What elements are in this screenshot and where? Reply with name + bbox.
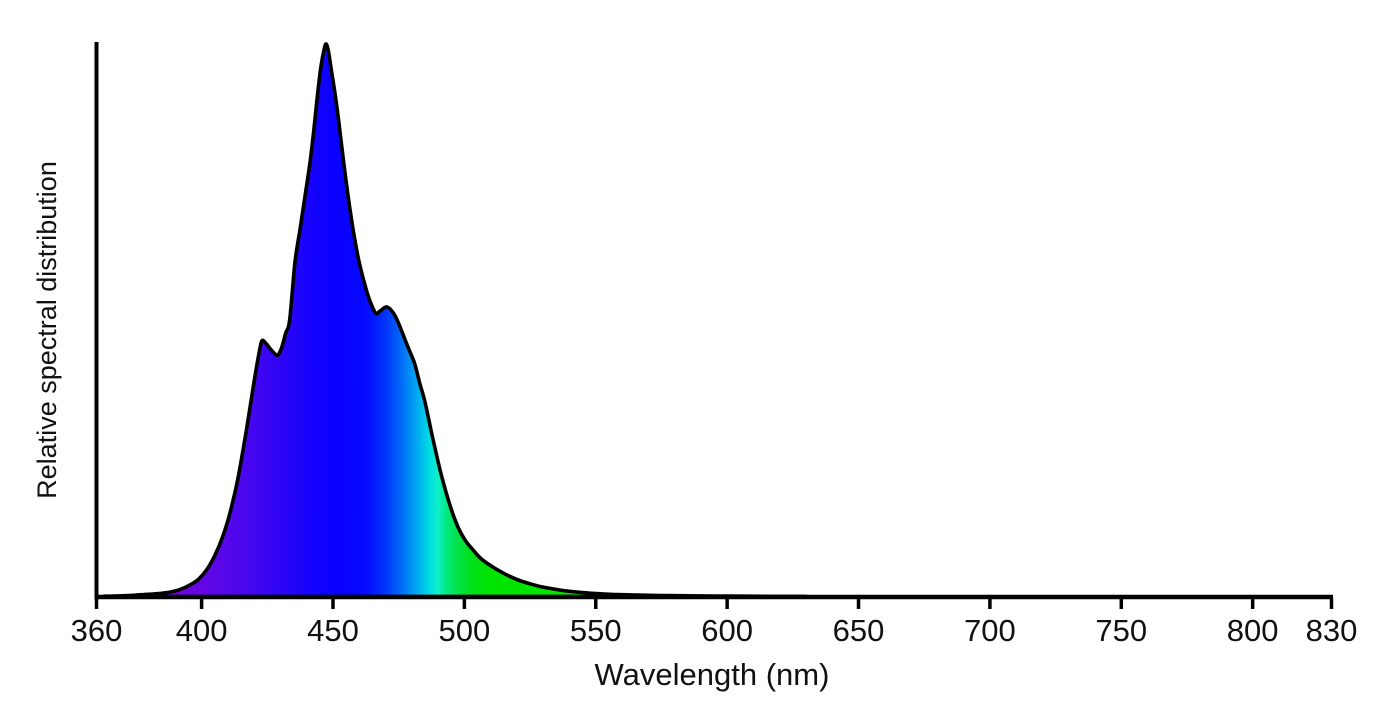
x-tick-label: 400 bbox=[176, 613, 228, 648]
y-axis-title: Relative spectral distribution bbox=[32, 161, 62, 499]
x-tick-label: 600 bbox=[701, 613, 753, 648]
spectrum-curve-area bbox=[102, 42, 808, 599]
x-axis-tick-labels: 360 400 450 500 550 600 650 700 750 800 830 bbox=[71, 613, 1358, 648]
x-tick-label: 360 bbox=[71, 613, 123, 648]
x-tick-label: 650 bbox=[833, 613, 885, 648]
x-axis-ticks bbox=[94, 598, 1334, 609]
x-tick-label: 700 bbox=[964, 613, 1016, 648]
x-tick-label: 450 bbox=[307, 613, 359, 648]
x-tick-label: 750 bbox=[1095, 613, 1147, 648]
x-tick-label: 830 bbox=[1306, 613, 1358, 648]
x-tick-label: 500 bbox=[439, 613, 491, 648]
x-tick-label: 800 bbox=[1227, 613, 1279, 648]
x-tick-label: 550 bbox=[570, 613, 622, 648]
x-axis-title: Wavelength (nm) bbox=[595, 657, 830, 692]
